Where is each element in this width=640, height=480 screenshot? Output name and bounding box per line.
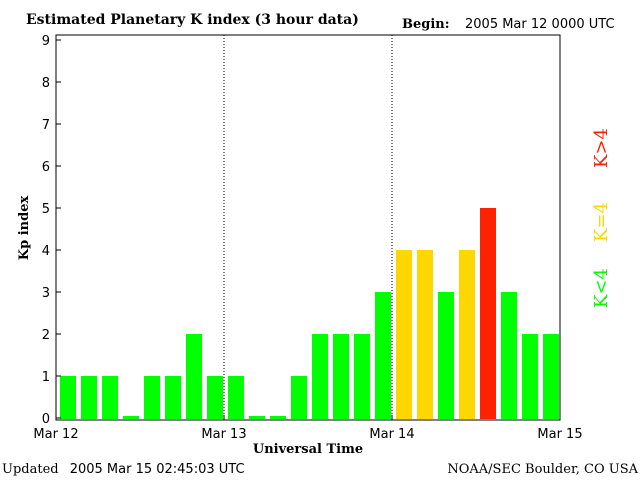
- day-gridlines: [223, 35, 393, 420]
- kp-bar: [165, 376, 181, 419]
- y-tick-label: 9: [42, 34, 50, 49]
- updated-label: Updated: [2, 462, 59, 477]
- kp-bar: [438, 292, 454, 419]
- kp-bar: [144, 376, 160, 419]
- kp-bar: [207, 376, 223, 419]
- kp-bar: [312, 334, 328, 419]
- y-axis-ticks: 0 1 2 3 4 5 6 7 8 9: [42, 34, 61, 427]
- kp-bar: [60, 376, 76, 419]
- updated-text: Updated 2005 Mar 15 02:45:03 UTC: [2, 458, 245, 477]
- x-tick-label: Mar 15: [537, 427, 582, 442]
- legend-entry: K<4: [591, 268, 612, 308]
- y-tick-label: 0: [42, 412, 50, 427]
- kp-bar: [480, 208, 496, 419]
- kp-bar: [291, 376, 307, 419]
- y-tick-label: 1: [42, 370, 50, 385]
- kp-bar: [228, 376, 244, 419]
- kp-bar: [81, 376, 97, 419]
- kp-bar: [354, 334, 370, 419]
- kp-bar: [375, 292, 391, 419]
- x-axis-label: Universal Time: [253, 442, 363, 457]
- kp-bar: [102, 376, 118, 419]
- legend-entry: K>4: [591, 128, 612, 168]
- x-tick-label: Mar 14: [369, 427, 414, 442]
- legend: K<4 K=4 K>4: [591, 128, 612, 308]
- y-tick-label: 3: [42, 286, 50, 301]
- y-tick-label: 2: [42, 328, 50, 343]
- y-tick-label: 4: [42, 244, 50, 259]
- kp-bar: [270, 416, 286, 419]
- y-tick-label: 5: [42, 202, 50, 217]
- y-tick-label: 6: [42, 160, 50, 175]
- chart-title: Estimated Planetary K index (3 hour data…: [26, 12, 359, 28]
- y-tick-label: 8: [42, 76, 50, 91]
- kp-bar: [249, 416, 265, 419]
- x-tick-label: Mar 13: [201, 427, 246, 442]
- begin-label: Begin:: [402, 17, 450, 32]
- kp-bar: [396, 250, 412, 419]
- kp-bars: [60, 208, 559, 419]
- kp-bar: [543, 334, 559, 419]
- kp-bar: [522, 334, 538, 419]
- kp-bar: [417, 250, 433, 419]
- credit-text: NOAA/SEC Boulder, CO USA: [447, 462, 638, 477]
- x-axis-ticks: Mar 12 Mar 13 Mar 14 Mar 15: [33, 415, 583, 442]
- begin-value: 2005 Mar 12 0000 UTC: [465, 17, 615, 32]
- kp-bar: [501, 292, 517, 419]
- kp-bar: [459, 250, 475, 419]
- kp-bar: [123, 416, 139, 419]
- legend-entry: K=4: [591, 202, 612, 242]
- plot-frame: [55, 34, 561, 421]
- kp-bar: [186, 334, 202, 419]
- x-tick-label: Mar 12: [33, 427, 78, 442]
- y-tick-label: 7: [42, 118, 50, 133]
- kp-bar: [333, 334, 349, 419]
- updated-value: 2005 Mar 15 02:45:03 UTC: [70, 462, 245, 477]
- y-axis-label: Kp index: [17, 196, 32, 261]
